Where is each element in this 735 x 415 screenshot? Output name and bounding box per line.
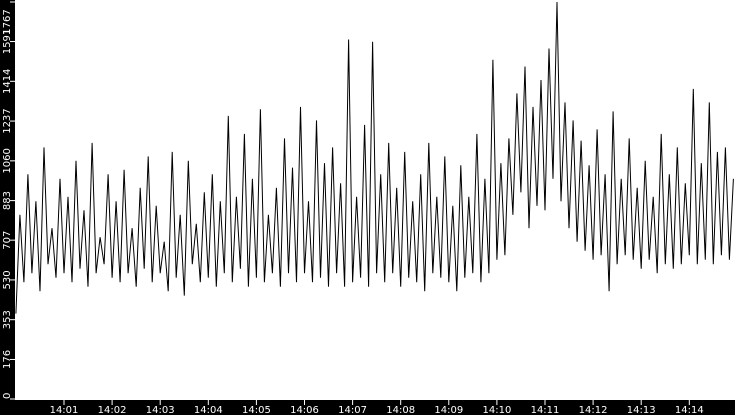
x-tick-label: 14:11 [531,405,560,415]
x-tick-label: 14:10 [482,405,511,415]
x-tick-label: 14:07 [338,405,367,415]
x-tick-label: 14:13 [627,405,656,415]
y-tick-label: 176 [2,350,13,369]
x-tick-label: 14:02 [98,405,127,415]
x-tick-label: 14:14 [675,405,704,415]
x-tick-label: 14:05 [242,405,271,415]
y-tick-label: 1060 [2,148,13,173]
y-tick-label: 707 [2,231,13,250]
x-axis: 14:01 14:02 14:03 14:04 14:05 14:06 14:07 14:08… [50,400,704,415]
x-tick-label: 14:03 [146,405,175,415]
y-tick-label: 530 [2,270,13,289]
x-tick-label: 14:01 [50,405,79,415]
x-tick-label: 14:06 [290,405,319,415]
x-tick-label: 14:09 [434,405,463,415]
y-tick-label: 1414 [2,69,13,94]
y-tick-label: 0 [2,393,13,399]
x-tick-label: 14:08 [386,405,415,415]
x-tick-label: 14:12 [579,405,608,415]
y-tick-label: 353 [2,310,13,329]
series-line [15,1,734,314]
y-tick-label: 1237 [2,108,13,133]
y-tick-label: 1591 [2,29,13,54]
x-tick-label: 14:04 [194,405,223,415]
y-tick-label: 883 [2,191,13,210]
y-tick-label: 1767 [2,9,13,34]
